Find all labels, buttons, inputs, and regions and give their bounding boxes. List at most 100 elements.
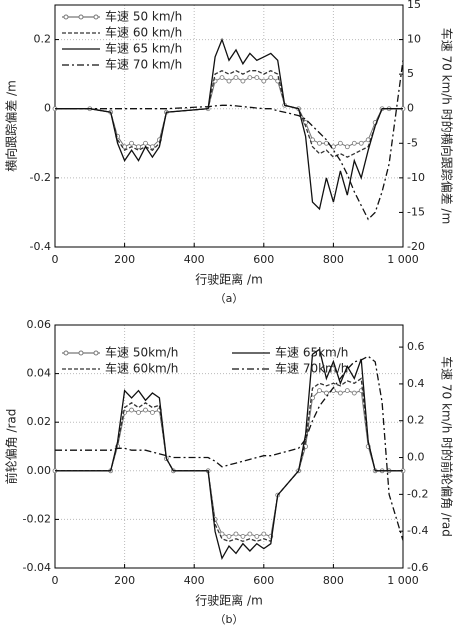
legend-marker: [93, 350, 99, 356]
series-marker: [129, 407, 134, 413]
y-axis-label: 前轮偏角 /rad: [4, 409, 19, 485]
series-marker: [344, 144, 350, 150]
y2-tick-label: 0.6: [407, 340, 425, 353]
caption: （b）: [215, 613, 244, 626]
plot-frame: [54, 324, 404, 569]
x-tick-label: 200: [114, 574, 135, 587]
series-marker: [358, 140, 364, 146]
y-tick-label: -0.2: [30, 171, 51, 184]
y2-tick-label: -15: [407, 205, 425, 218]
series-marker: [247, 531, 253, 537]
y-tick-label: -0.02: [23, 512, 51, 525]
series-marker: [122, 144, 127, 150]
legend-label: 车速 70 km/h: [105, 57, 182, 72]
legend-label: 车速 65 km/h: [105, 41, 182, 56]
legend-marker: [78, 14, 84, 20]
x-tick-label: 800: [323, 574, 344, 587]
y2-tick-label: 15: [407, 0, 421, 11]
x-axis-label: 行驶距离 /m: [195, 593, 263, 608]
series-line: [55, 389, 403, 538]
series-marker: [254, 534, 260, 539]
series-marker: [240, 534, 246, 539]
x-tick-label: 400: [184, 253, 205, 266]
y-tick-label: -0.04: [23, 561, 51, 574]
y2-tick-label: 10: [407, 33, 421, 46]
y-tick-label: -0.4: [30, 240, 51, 253]
series-line: [55, 377, 403, 543]
legend-label: 车速 70km/h: [275, 361, 348, 376]
y-axis-label: 横向跟踪偏差 /m: [4, 80, 19, 172]
series-marker: [219, 531, 225, 537]
y-tick-label: 0.00: [27, 464, 52, 477]
series-marker: [233, 531, 239, 537]
series-marker: [337, 390, 343, 396]
series-marker: [261, 78, 267, 84]
series-marker: [143, 407, 148, 413]
legend-label: 车速 60km/h: [105, 361, 178, 376]
series-marker: [317, 140, 322, 146]
x-axis-label: 行驶距离 /m: [195, 272, 263, 287]
legend-label: 车速 60 km/h: [105, 25, 182, 40]
x-tick-label: 0: [52, 574, 59, 587]
x-tick-label: 200: [114, 253, 135, 266]
y2-tick-label: -0.4: [407, 524, 428, 537]
series-marker: [337, 140, 343, 146]
y2-tick-label: 5: [407, 67, 414, 80]
legend-marker: [93, 14, 99, 20]
x-tick-label: 0: [52, 253, 59, 266]
y2-tick-label: 0.4: [407, 377, 425, 390]
legend-marker: [63, 350, 69, 356]
series-line: [55, 348, 403, 561]
x-tick-label: 600: [253, 253, 274, 266]
plot-frame: [54, 4, 404, 248]
legend-marker: [78, 350, 84, 356]
x-tick-label: 400: [184, 574, 205, 587]
series-marker: [129, 140, 134, 146]
series-marker: [136, 410, 141, 415]
y2-tick-label: 0: [407, 102, 414, 115]
y2-tick-label: 0.2: [407, 414, 425, 427]
series-marker: [226, 534, 232, 539]
series-marker: [261, 531, 267, 537]
y2-tick-label: -0.2: [407, 487, 428, 500]
series-marker: [344, 388, 350, 394]
series-marker: [150, 410, 155, 415]
x-tick-label: 1 000: [387, 574, 419, 587]
series-marker: [324, 140, 329, 146]
series-marker: [150, 144, 155, 150]
legend-label: 车速 65km/h: [275, 345, 348, 360]
y2-tick-label: -5: [407, 136, 418, 149]
series-line: [55, 69, 403, 158]
series-marker: [219, 75, 225, 80]
series-marker: [351, 390, 357, 396]
series-marker: [268, 75, 274, 80]
y-tick-label: 0.04: [27, 367, 52, 380]
legend-label: 车速 50km/h: [105, 345, 178, 360]
x-tick-label: 600: [253, 574, 274, 587]
series-marker: [226, 78, 232, 84]
series-marker: [233, 75, 239, 80]
legend-label: 车速 50 km/h: [105, 9, 182, 24]
x-tick-label: 1 000: [387, 253, 419, 266]
series-marker: [317, 388, 322, 394]
series-marker: [136, 144, 141, 150]
y2-tick-label: -0.6: [407, 561, 428, 574]
series-marker: [143, 140, 148, 146]
series-line: [55, 355, 404, 541]
series-marker: [310, 137, 315, 143]
y2-tick-label: -10: [407, 171, 425, 184]
y-tick-label: 0.2: [34, 33, 52, 46]
legend-marker: [63, 14, 69, 20]
y2-tick-label: -20: [407, 240, 425, 253]
y2-tick-label: 0.0: [407, 451, 425, 464]
caption: （a）: [215, 292, 244, 305]
series-marker: [324, 390, 329, 396]
series-marker: [254, 75, 260, 80]
y-tick-label: 0: [44, 102, 51, 115]
series-line: [55, 60, 404, 221]
series-line: [55, 37, 403, 211]
y-tick-label: 0.06: [27, 318, 52, 331]
series-marker: [240, 78, 246, 84]
y-tick-label: 0.02: [27, 415, 52, 428]
